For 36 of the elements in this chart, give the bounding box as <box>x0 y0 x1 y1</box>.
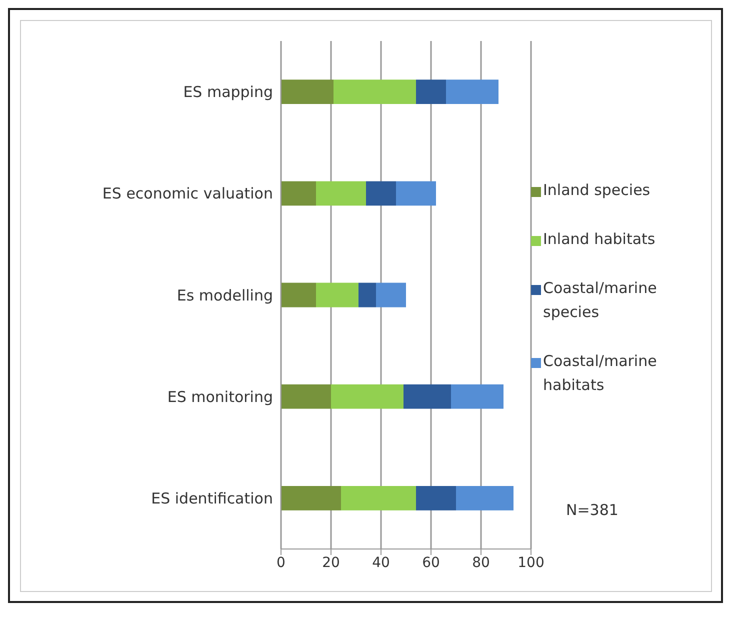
bar <box>281 384 331 409</box>
legend-label: Coastal/marine habitats <box>543 351 658 396</box>
bar <box>404 384 451 409</box>
bar <box>416 486 456 510</box>
y-tick-label: Es modelling <box>176 286 273 304</box>
legend-label: Coastal/marine species <box>543 278 658 323</box>
y-tick-label: ES monitoring <box>167 388 273 406</box>
x-tick-label: 0 <box>276 554 286 571</box>
y-tick-label: ES economic valuation <box>102 184 273 203</box>
legend-label: Inland habitats <box>543 229 656 250</box>
text: N=381 <box>566 501 618 519</box>
bar <box>451 384 504 409</box>
y-tick-label: ES mapping <box>183 83 273 102</box>
bar <box>396 181 436 206</box>
bar <box>366 181 396 206</box>
x-tick-label: 80 <box>472 554 490 571</box>
bar <box>446 80 498 104</box>
bar <box>331 384 404 409</box>
y-tick-label: ES identification <box>151 490 273 508</box>
bar <box>334 80 416 104</box>
bar <box>358 282 376 308</box>
x-tick-label: 20 <box>322 554 340 571</box>
bar <box>341 486 416 510</box>
bar <box>316 282 358 308</box>
bar <box>281 80 334 104</box>
x-tick-label: 60 <box>422 554 440 571</box>
bar <box>416 80 446 104</box>
bar <box>456 486 514 510</box>
bar <box>316 181 366 206</box>
legend-label: Inland species <box>543 180 650 201</box>
x-tick-label: 40 <box>372 554 390 571</box>
bar <box>281 181 316 206</box>
bar <box>281 282 316 308</box>
bar <box>281 486 341 510</box>
bar <box>376 282 406 308</box>
x-tick-label: 100 <box>518 554 544 571</box>
